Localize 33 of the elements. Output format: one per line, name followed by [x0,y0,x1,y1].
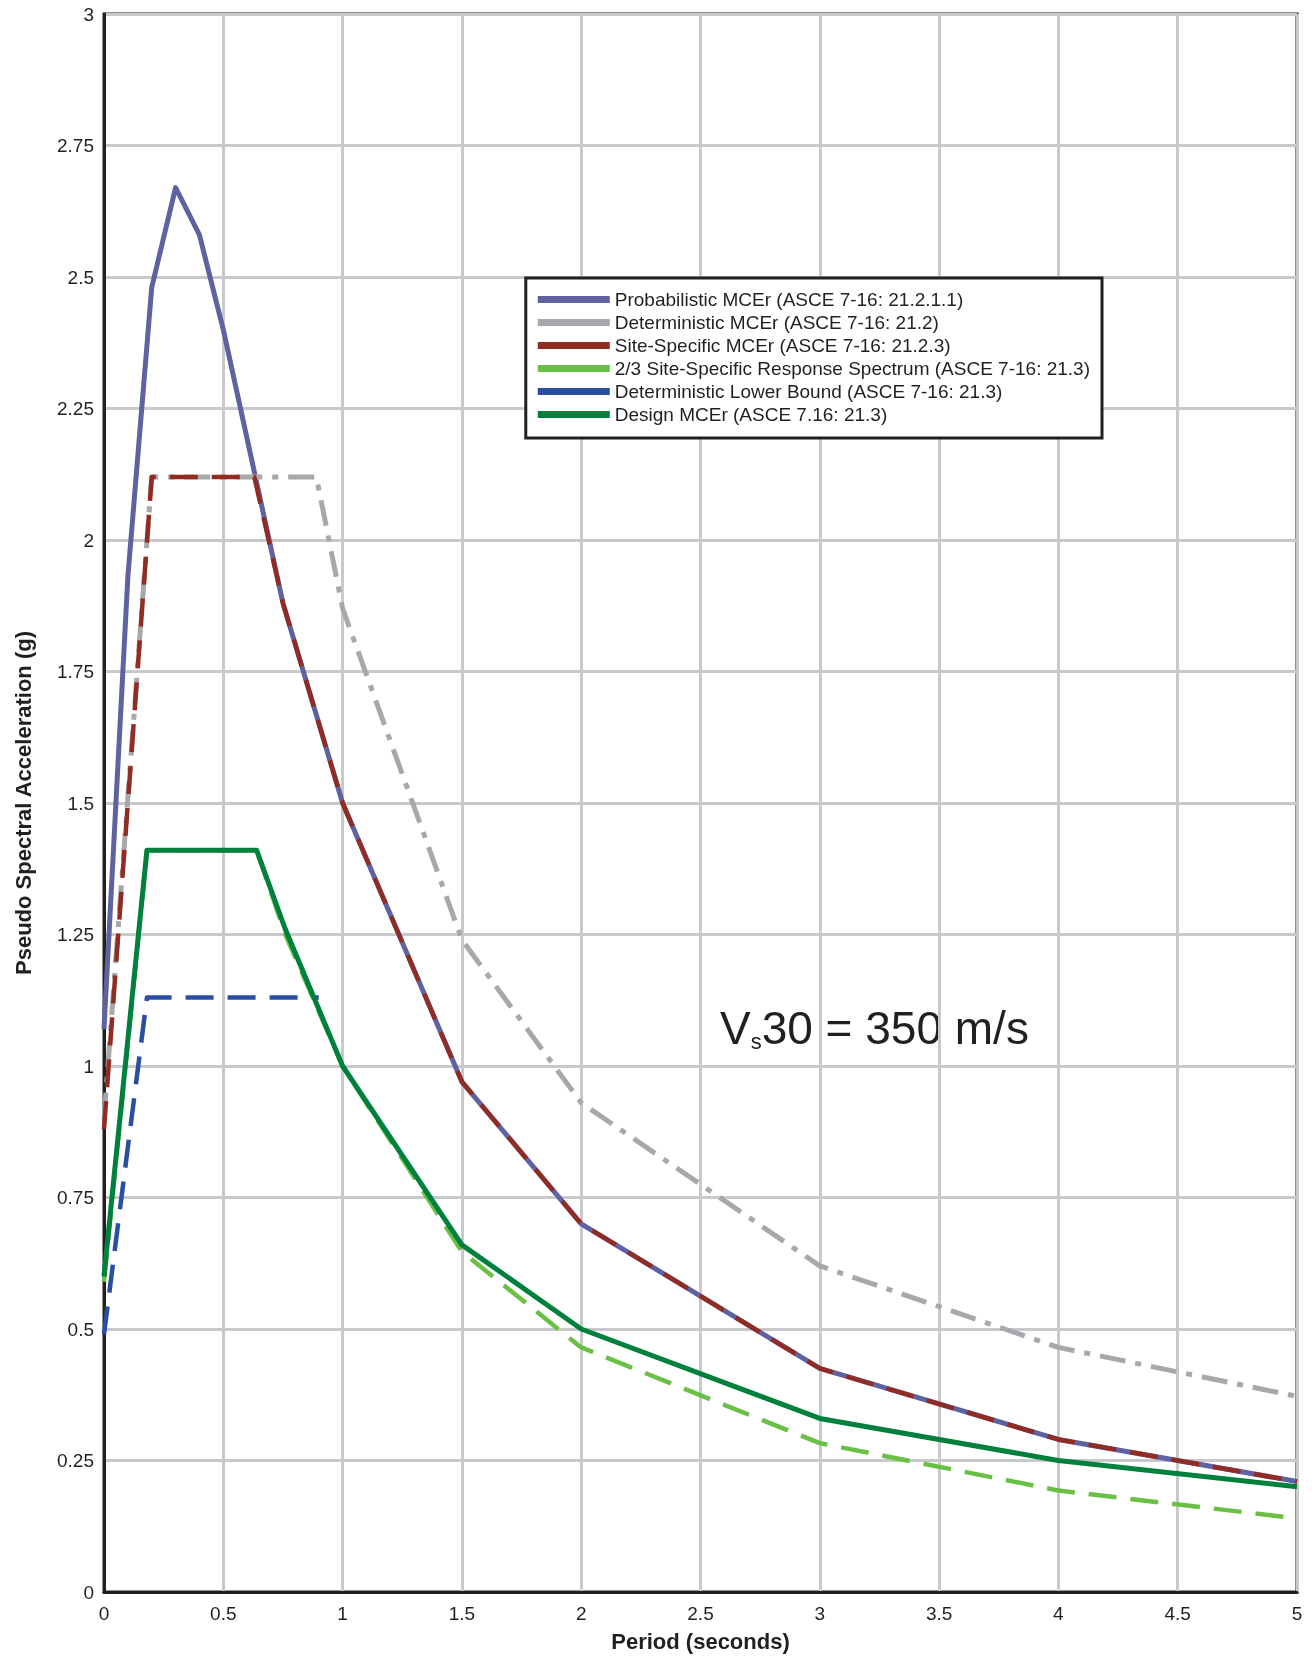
y-tick-label: 2.5 [67,266,94,288]
legend-label: 2/3 Site-Specific Response Spectrum (ASCE 7-16: 21.3) [614,358,1091,379]
legend-label: Deterministic MCEr (ASCE 7-16: 21.2) [614,312,939,333]
x-tick-label: 4 [1053,1603,1065,1624]
x-tick-label: 5 [1291,1603,1303,1624]
y-tick-label: 3 [83,3,94,25]
x-tick-label: 3 [814,1603,826,1624]
x-tick-label: 4.5 [1164,1603,1191,1624]
x-tick-label: 2 [575,1603,587,1624]
y-tick-label: 1.25 [57,924,94,945]
y-tick-label: 1.5 [67,792,94,814]
x-tick-label: 3.5 [925,1603,953,1624]
y-tick-label: 2.25 [57,398,94,419]
x-tick-label: 0.5 [210,1603,237,1624]
x-tick-label: 2.5 [687,1603,714,1624]
y-tick-label: 1.75 [57,661,94,682]
legend-label: Probabilistic MCEr (ASCE 7-16: 21.2.1.1) [614,289,964,310]
annotation: Vs30 = 350 m/s [720,1002,1029,1054]
x-axis-title: Period (seconds) [611,1628,790,1654]
legend-label: Site-Specific MCEr (ASCE 7-16: 21.2.3) [614,335,951,356]
y-axis-title: Pseudo Spectral Acceleration (g) [10,631,36,975]
y-tick-label: 0.25 [57,1450,94,1471]
x-tick-label: 1.5 [448,1603,476,1624]
x-tick-label: 1 [337,1603,348,1624]
y-tick-label: 2 [83,529,94,551]
legend-label: Deterministic Lower Bound (ASCE 7-16: 21.3) [614,381,1003,402]
y-tick-label: 2.75 [57,135,94,156]
y-tick-label: 1 [83,1055,94,1077]
y-tick-label: 0 [83,1581,94,1603]
x-tick-label: 0 [98,1603,110,1624]
legend-label: Design MCEr (ASCE 7.16: 21.3) [614,404,888,425]
y-tick-label: 0.75 [57,1187,94,1208]
y-tick-label: 0.5 [67,1318,94,1340]
